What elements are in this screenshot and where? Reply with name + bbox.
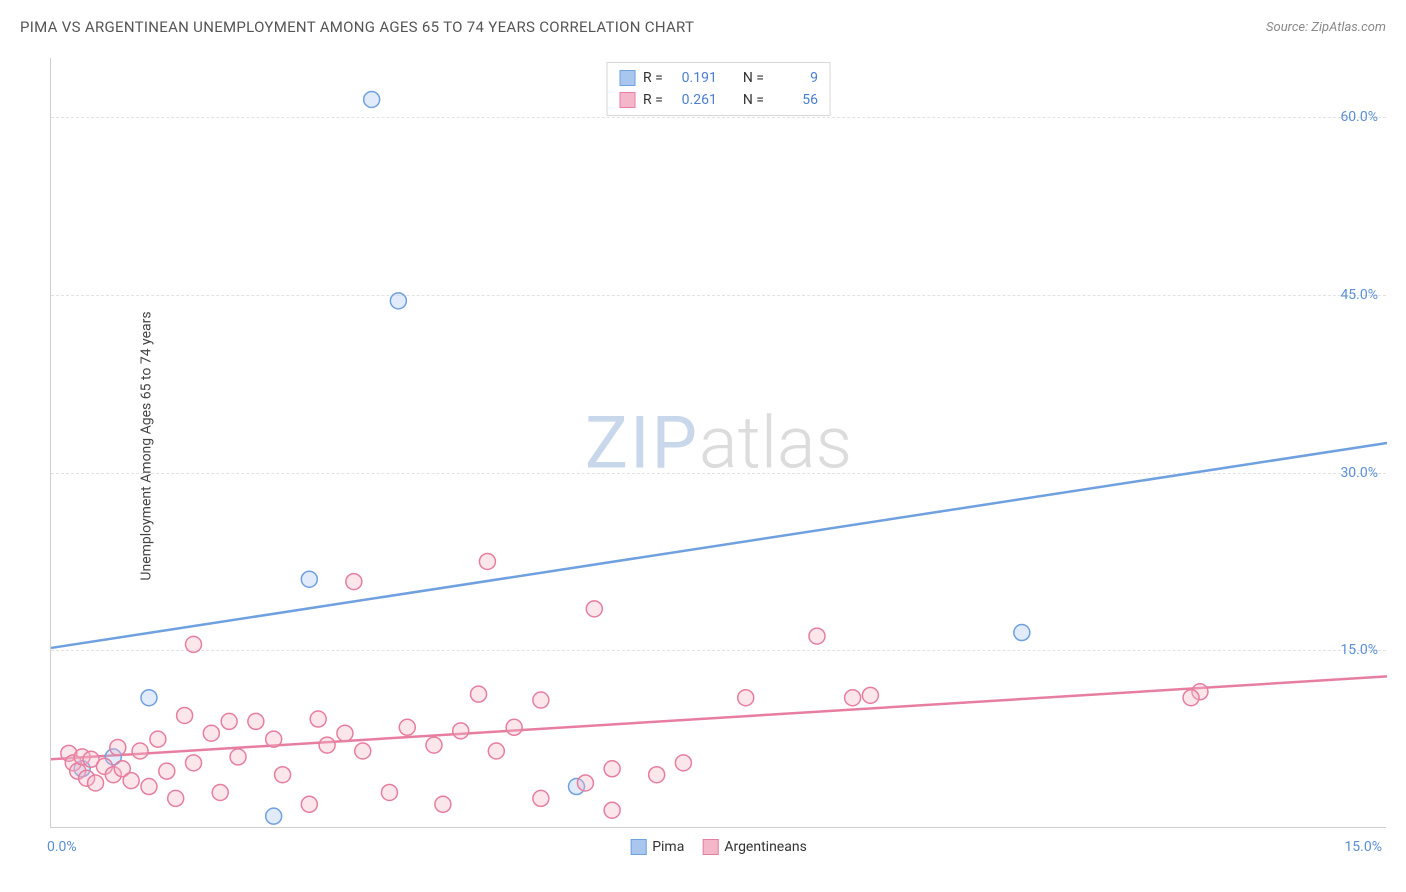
- data-point: [221, 713, 237, 729]
- legend-item-pima: Pima: [630, 839, 684, 855]
- swatch-argentineans-bottom: [702, 839, 718, 855]
- data-point: [506, 719, 522, 735]
- plot-area: ZIPatlas 15.0%30.0%45.0%60.0% R = 0.191 …: [50, 58, 1386, 828]
- title-bar: PIMA VS ARGENTINEAN UNEMPLOYMENT AMONG A…: [20, 18, 1386, 36]
- source-attribution: Source: ZipAtlas.com: [1266, 20, 1386, 35]
- data-point: [488, 743, 504, 759]
- data-point: [150, 731, 166, 747]
- r-value-argentineans: 0.261: [671, 89, 717, 111]
- data-point: [110, 739, 126, 755]
- data-point: [381, 784, 397, 800]
- data-point: [862, 687, 878, 703]
- data-point: [435, 796, 451, 812]
- regression-line: [51, 443, 1387, 648]
- data-point: [132, 743, 148, 759]
- legend-item-argentineans: Argentineans: [702, 839, 806, 855]
- data-point: [809, 628, 825, 644]
- data-point: [453, 723, 469, 739]
- n-value-argentineans: 56: [772, 89, 818, 111]
- data-point: [471, 686, 487, 702]
- data-point: [426, 737, 442, 753]
- data-point: [364, 91, 380, 107]
- xtick-1: 15.0%: [1344, 839, 1382, 855]
- data-point: [604, 761, 620, 777]
- data-point: [248, 713, 264, 729]
- legend-label-argentineans: Argentineans: [724, 839, 806, 855]
- data-point: [230, 749, 246, 765]
- data-point: [275, 767, 291, 783]
- data-point: [266, 731, 282, 747]
- data-point: [586, 601, 602, 617]
- chart-title: PIMA VS ARGENTINEAN UNEMPLOYMENT AMONG A…: [20, 18, 694, 36]
- data-point: [1183, 690, 1199, 706]
- data-point: [301, 796, 317, 812]
- data-point: [738, 690, 754, 706]
- data-point: [390, 293, 406, 309]
- data-point: [177, 707, 193, 723]
- data-point: [203, 725, 219, 741]
- swatch-pima-bottom: [630, 839, 646, 855]
- legend-series: Pima Argentineans: [630, 839, 807, 855]
- data-point: [168, 790, 184, 806]
- swatch-argentineans: [619, 92, 635, 108]
- n-value-pima: 9: [772, 67, 818, 89]
- data-point: [159, 763, 175, 779]
- data-point: [310, 711, 326, 727]
- data-point: [123, 773, 139, 789]
- legend-correlation-box: R = 0.191 N = 9 R = 0.261 N = 56: [606, 62, 831, 116]
- data-point: [301, 571, 317, 587]
- data-point: [186, 755, 202, 771]
- data-point: [533, 790, 549, 806]
- r-value-pima: 0.191: [671, 67, 717, 89]
- data-point: [533, 692, 549, 708]
- data-point: [1014, 625, 1030, 641]
- data-point: [266, 808, 282, 824]
- data-point: [212, 784, 228, 800]
- data-point: [141, 779, 157, 795]
- data-point: [479, 553, 495, 569]
- xtick-0: 0.0%: [47, 839, 77, 855]
- plot-svg: [51, 58, 1386, 827]
- legend-row-argentineans: R = 0.261 N = 56: [619, 89, 818, 111]
- data-point: [675, 755, 691, 771]
- data-point: [141, 690, 157, 706]
- data-point: [399, 719, 415, 735]
- legend-row-pima: R = 0.191 N = 9: [619, 67, 818, 89]
- data-point: [337, 725, 353, 741]
- data-point: [649, 767, 665, 783]
- data-point: [355, 743, 371, 759]
- data-point: [186, 636, 202, 652]
- swatch-pima: [619, 70, 635, 86]
- data-point: [346, 574, 362, 590]
- legend-label-pima: Pima: [652, 839, 684, 855]
- data-point: [604, 802, 620, 818]
- data-point: [88, 775, 104, 791]
- data-point: [845, 690, 861, 706]
- data-point: [577, 775, 593, 791]
- chart-container: PIMA VS ARGENTINEAN UNEMPLOYMENT AMONG A…: [0, 0, 1406, 892]
- data-point: [319, 737, 335, 753]
